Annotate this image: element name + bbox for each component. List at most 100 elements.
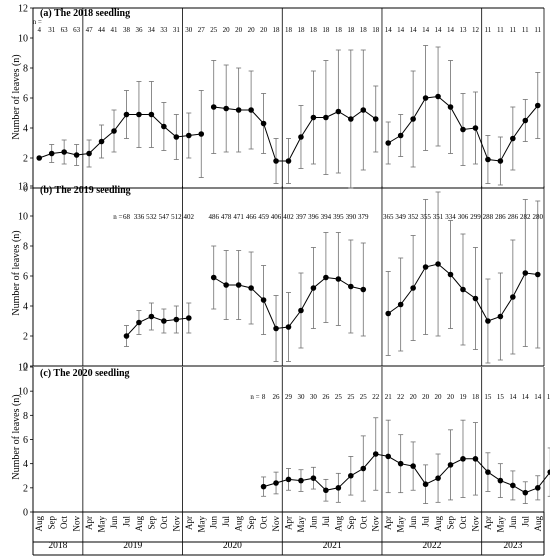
y-tick-label-a: 12 xyxy=(18,4,28,15)
month-label: Aug xyxy=(134,516,144,532)
month-label: Aug xyxy=(433,516,443,532)
n-label: 8 xyxy=(262,393,266,401)
data-point xyxy=(385,140,392,146)
month-label: Jul xyxy=(121,516,131,527)
y-tick-label-b: 12 xyxy=(18,182,28,193)
month-label: Oct xyxy=(458,516,468,529)
n-label: 355 xyxy=(420,213,431,221)
data-point xyxy=(360,286,367,293)
panel-title-a: (a) The 2018 seedling xyxy=(40,8,130,19)
n-label: 394 xyxy=(321,213,332,221)
n-label: 33 xyxy=(160,26,168,34)
data-point xyxy=(148,111,155,118)
data-point xyxy=(534,102,541,109)
n-prefix: n = xyxy=(113,213,122,221)
data-point xyxy=(260,297,267,303)
data-point xyxy=(547,469,550,475)
n-label: 13 xyxy=(459,26,467,34)
n-label: 352 xyxy=(408,213,419,221)
month-label: Apr xyxy=(483,516,493,530)
data-point xyxy=(447,271,454,278)
data-point xyxy=(447,462,454,468)
y-axis-label-c: Number of leaves (n) xyxy=(11,394,22,479)
n-label: 379 xyxy=(358,213,369,221)
y-tick-label-a: 2 xyxy=(23,154,28,165)
n-label: 11 xyxy=(497,26,504,34)
n-label: 282 xyxy=(520,213,531,221)
data-point xyxy=(335,108,342,115)
month-label: Sep xyxy=(47,516,57,530)
y-tick-label-b: 10 xyxy=(18,212,28,223)
data-point xyxy=(248,107,254,113)
data-point xyxy=(510,294,516,300)
data-point xyxy=(360,465,367,472)
n-label: 20 xyxy=(223,26,231,34)
month-label: Apr xyxy=(84,516,94,530)
year-label: 2020 xyxy=(223,541,242,551)
data-point xyxy=(148,313,155,320)
data-point xyxy=(422,264,429,270)
month-label: Sep xyxy=(346,516,356,530)
n-label: 11 xyxy=(509,26,516,34)
data-point xyxy=(298,307,304,314)
data-point xyxy=(410,463,416,469)
n-label: 36 xyxy=(135,26,143,34)
n-label: 30 xyxy=(185,26,193,34)
n-label: 14 xyxy=(522,393,530,401)
n-label: 466 xyxy=(246,213,257,221)
n-label: 14 xyxy=(435,26,443,34)
data-point xyxy=(98,138,105,145)
data-point xyxy=(447,104,454,110)
y-tick-label-a: 6 xyxy=(23,94,28,105)
month-label: Nov xyxy=(470,516,480,532)
n-label: 365 xyxy=(383,213,394,221)
n-label: 68 xyxy=(123,213,131,221)
n-label: 26 xyxy=(322,393,330,401)
y-tick-label-c: 4 xyxy=(23,459,28,470)
month-label: Nov xyxy=(371,516,381,532)
n-label: 20 xyxy=(410,393,418,401)
month-label: Jul xyxy=(321,516,331,527)
data-point xyxy=(485,156,491,163)
n-label: 14 xyxy=(422,26,430,34)
n-label: 406 xyxy=(271,213,282,221)
data-point xyxy=(285,476,292,483)
month-label: Oct xyxy=(59,516,69,529)
y-tick-label-c: 2 xyxy=(23,483,28,494)
data-point xyxy=(485,318,491,324)
data-point xyxy=(534,485,541,491)
data-point xyxy=(86,150,92,157)
n-label: 20 xyxy=(235,26,243,34)
data-point xyxy=(310,475,317,481)
n-label: 18 xyxy=(347,26,355,34)
year-label: 2022 xyxy=(422,541,441,551)
data-point xyxy=(185,315,192,321)
n-label: 30 xyxy=(310,393,318,401)
n-label: 11 xyxy=(522,26,529,34)
data-point xyxy=(385,310,392,317)
month-label: Aug xyxy=(34,516,44,532)
n-label: 15 xyxy=(484,393,492,401)
y-tick-label-c: 12 xyxy=(18,363,28,374)
year-label: 2019 xyxy=(123,541,142,551)
data-point xyxy=(273,158,279,164)
n-label: 25 xyxy=(360,393,368,401)
data-point xyxy=(136,111,142,118)
data-point xyxy=(497,158,504,164)
n-label: 26 xyxy=(273,393,281,401)
n-label: 334 xyxy=(445,213,456,221)
n-label: 63 xyxy=(73,26,81,34)
month-label: May xyxy=(396,516,406,533)
panel-title-b: (b) The 2019 seedling xyxy=(40,185,131,196)
n-label: 18 xyxy=(297,26,305,34)
data-point xyxy=(210,274,217,281)
n-label: 14 xyxy=(447,26,455,34)
data-point xyxy=(397,460,404,467)
n-label: 41 xyxy=(111,26,119,34)
data-point xyxy=(111,128,117,134)
data-point xyxy=(36,155,43,161)
data-point xyxy=(323,114,329,121)
n-label: 390 xyxy=(346,213,357,221)
y-axis-label-b: Number of leaves (n) xyxy=(11,230,22,315)
data-point xyxy=(173,316,180,323)
